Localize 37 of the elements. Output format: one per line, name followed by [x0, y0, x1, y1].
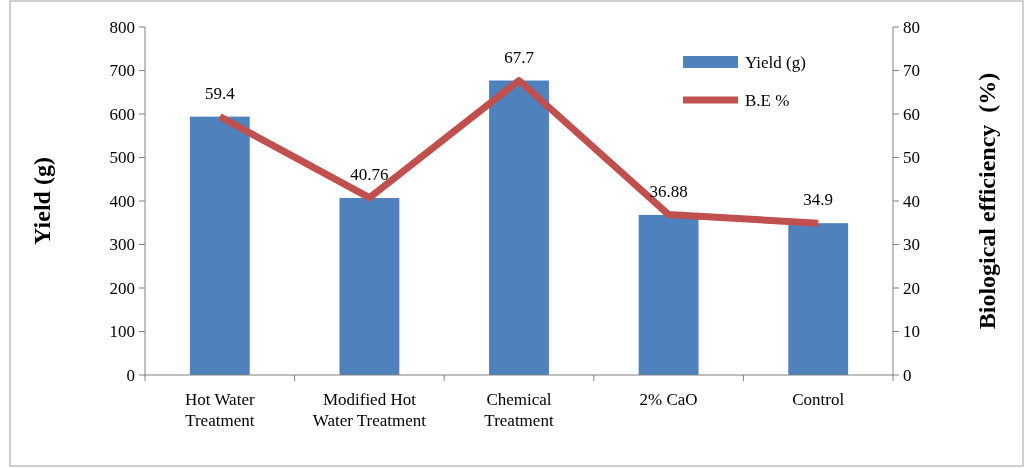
y2-tick-label: 80: [903, 17, 920, 37]
bar: [339, 197, 400, 375]
y-tick-label: 700: [109, 61, 135, 81]
x-tick-label: Chemical Treatment: [484, 390, 554, 430]
x-tick-label: 2% CaO: [639, 390, 698, 409]
bar: [489, 80, 549, 375]
y-tick-label: 300: [109, 235, 135, 255]
y-tick-label: 800: [109, 17, 135, 37]
data-label: 34.9: [803, 190, 834, 210]
y2-tick-label: 40: [903, 191, 920, 211]
bar: [638, 214, 699, 375]
data-label: 67.7: [504, 47, 535, 67]
y-tick-label: 200: [109, 278, 135, 298]
bar: [189, 116, 250, 375]
y2-tick-label: 10: [903, 322, 920, 342]
data-label: 40.76: [350, 164, 389, 184]
y2-tick-label: 50: [903, 148, 920, 168]
x-tick-label: Control: [792, 390, 845, 409]
legend-label: B.E %: [745, 90, 790, 110]
y-tick-label: 0: [126, 365, 135, 385]
data-label: 59.4: [204, 83, 236, 103]
y2-tick-label: 60: [903, 104, 920, 124]
y2-tick-label: 70: [903, 61, 920, 81]
legend-label: Yield (g): [745, 52, 806, 72]
y2-tick-label: 20: [903, 278, 920, 298]
y2-axis-title: Biological efficiency (%): [974, 72, 1000, 330]
y-tick-label: 500: [109, 148, 135, 168]
x-tick-label: Modified Hot Water Treatment: [312, 390, 427, 430]
y-axis-title: Yield (g): [29, 157, 55, 245]
y-tick-label: 400: [109, 191, 135, 211]
bar: [788, 223, 849, 375]
y-tick-label: 100: [109, 322, 135, 342]
data-label: 36.88: [649, 181, 688, 201]
y2-tick-label: 30: [903, 235, 920, 255]
y-tick-label: 600: [109, 104, 135, 124]
x-tick-label: Hot Water Treatment: [185, 390, 255, 430]
y2-tick-label: 0: [903, 365, 912, 385]
